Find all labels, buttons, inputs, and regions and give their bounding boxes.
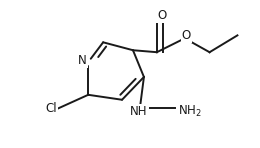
Text: NH$_2$: NH$_2$ bbox=[178, 104, 202, 119]
Text: NH: NH bbox=[130, 105, 148, 118]
Text: O: O bbox=[182, 29, 191, 42]
Text: Cl: Cl bbox=[45, 102, 57, 115]
Text: O: O bbox=[157, 9, 166, 22]
Text: N: N bbox=[78, 54, 87, 67]
